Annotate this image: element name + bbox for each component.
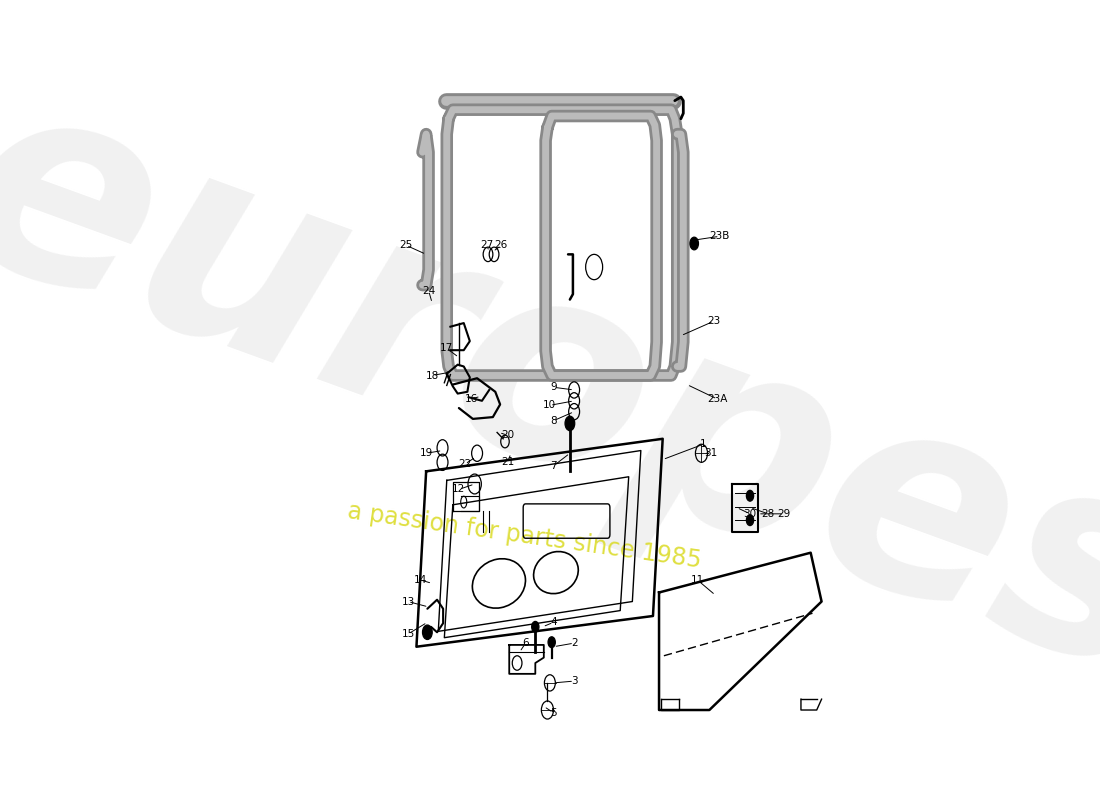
Text: 23B: 23B bbox=[710, 231, 730, 242]
Text: 15: 15 bbox=[402, 629, 415, 639]
Text: 1: 1 bbox=[700, 439, 706, 450]
Text: 3: 3 bbox=[571, 676, 578, 686]
Circle shape bbox=[747, 514, 754, 526]
Text: 17: 17 bbox=[440, 343, 453, 354]
Text: 19: 19 bbox=[419, 448, 432, 458]
Circle shape bbox=[565, 416, 574, 430]
Text: 25: 25 bbox=[399, 240, 412, 250]
Text: 8: 8 bbox=[550, 416, 557, 426]
Text: 13: 13 bbox=[402, 597, 415, 606]
Text: 11: 11 bbox=[691, 575, 704, 585]
Text: 9: 9 bbox=[550, 382, 557, 392]
Circle shape bbox=[422, 625, 432, 639]
Text: 2: 2 bbox=[571, 638, 578, 648]
Circle shape bbox=[548, 637, 556, 648]
Text: 22: 22 bbox=[459, 459, 472, 469]
Text: 4: 4 bbox=[550, 618, 557, 627]
Text: europes: europes bbox=[0, 48, 1100, 735]
Circle shape bbox=[747, 490, 754, 501]
Text: 24: 24 bbox=[422, 286, 436, 295]
Text: 7: 7 bbox=[550, 461, 557, 471]
Text: 20: 20 bbox=[500, 430, 514, 440]
Text: 29: 29 bbox=[778, 509, 791, 519]
Circle shape bbox=[690, 237, 698, 250]
Text: 14: 14 bbox=[414, 575, 427, 585]
Text: 31: 31 bbox=[705, 448, 718, 458]
Text: 18: 18 bbox=[426, 370, 439, 381]
Text: 10: 10 bbox=[543, 400, 557, 410]
Text: 16: 16 bbox=[464, 394, 477, 404]
Text: a passion for parts since 1985: a passion for parts since 1985 bbox=[345, 500, 703, 573]
Text: 12: 12 bbox=[452, 485, 465, 494]
Text: 30: 30 bbox=[744, 509, 757, 519]
Text: 28: 28 bbox=[761, 509, 774, 519]
Text: 6: 6 bbox=[522, 638, 529, 648]
Text: 27: 27 bbox=[481, 240, 494, 250]
Text: 5: 5 bbox=[550, 708, 557, 718]
Text: 23A: 23A bbox=[707, 394, 727, 404]
Text: 26: 26 bbox=[495, 240, 508, 250]
Circle shape bbox=[531, 622, 539, 632]
Text: 23: 23 bbox=[707, 316, 721, 326]
Text: 21: 21 bbox=[500, 458, 514, 467]
